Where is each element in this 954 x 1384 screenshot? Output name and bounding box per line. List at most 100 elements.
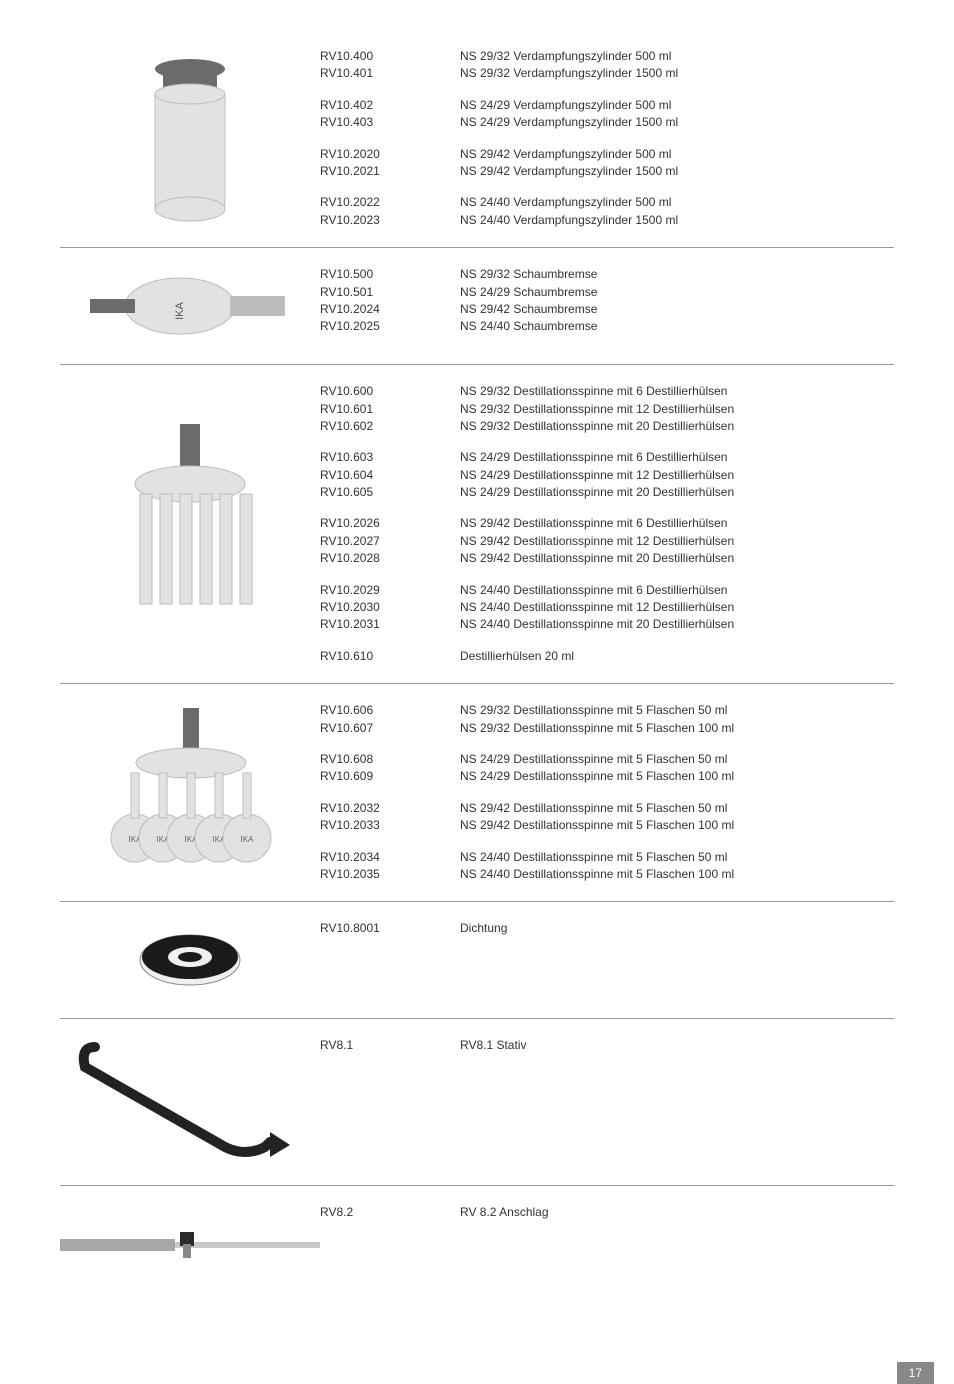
product-description: NS 24/29 Verdampfungszylinder 500 ml: [460, 97, 894, 114]
product-code: RV10.2035: [320, 866, 460, 883]
product-code: RV10.401: [320, 65, 460, 82]
product-description: NS 24/29 Schaumbremse: [460, 284, 894, 301]
product-codes-column: RV8.1: [320, 1037, 460, 1167]
product-image-cell: [60, 1037, 320, 1167]
product-descriptions-column: NS 29/32 Destillationsspinne mit 6 Desti…: [460, 383, 894, 665]
product-data-cell: RV10.8001Dichtung: [320, 920, 894, 1000]
product-data-cell: RV8.2RV 8.2 Anschlag: [320, 1204, 894, 1284]
product-description: NS 24/40 Verdampfungszylinder 500 ml: [460, 194, 894, 211]
product-description: NS 29/42 Destillationsspinne mit 5 Flasc…: [460, 817, 894, 834]
product-image-seal: [130, 925, 250, 995]
product-description: NS 24/29 Verdampfungszylinder 1500 ml: [460, 114, 894, 131]
product-row: IKAIKAIKAIKAIKA RV10.606RV10.607 RV10.608…: [60, 684, 894, 902]
svg-text:IKA: IKA: [241, 835, 255, 844]
product-description: NS 29/42 Schaumbremse: [460, 301, 894, 318]
product-description: NS 24/40 Destillationsspinne mit 5 Flasc…: [460, 866, 894, 883]
product-description: NS 29/42 Destillationsspinne mit 12 Dest…: [460, 533, 894, 550]
product-image-cell: [60, 1204, 320, 1284]
product-data-cell: RV10.600RV10.601RV10.602RV10.603RV10.604…: [320, 383, 894, 665]
product-image-cell: IKA: [60, 266, 320, 346]
product-description: NS 29/42 Destillationsspinne mit 6 Desti…: [460, 515, 894, 532]
product-description: NS 24/40 Destillationsspinne mit 6 Desti…: [460, 582, 894, 599]
product-data-cell: RV10.500RV10.501RV10.2024RV10.2025NS 29/…: [320, 266, 894, 346]
product-description: NS 24/29 Destillationsspinne mit 5 Flasc…: [460, 768, 894, 785]
product-code: RV10.2031: [320, 616, 460, 633]
product-code: RV10.2022: [320, 194, 460, 211]
product-code: RV8.2: [320, 1204, 460, 1221]
product-row: RV8.1RV8.1 Stativ: [60, 1019, 894, 1186]
product-row: RV10.600RV10.601RV10.602RV10.603RV10.604…: [60, 365, 894, 684]
product-description: NS 24/40 Schaumbremse: [460, 318, 894, 335]
product-description: NS 29/42 Verdampfungszylinder 1500 ml: [460, 163, 894, 180]
product-code: RV10.606: [320, 702, 460, 719]
product-code: RV10.2021: [320, 163, 460, 180]
product-description: NS 24/40 Destillationsspinne mit 5 Flasc…: [460, 849, 894, 866]
product-row: IKA RV10.500RV10.501RV10.2024RV10.2025NS…: [60, 248, 894, 365]
product-description: NS 24/40 Verdampfungszylinder 1500 ml: [460, 212, 894, 229]
product-descriptions-column: NS 29/32 Destillationsspinne mit 5 Flasc…: [460, 702, 894, 883]
product-code: RV10.605: [320, 484, 460, 501]
svg-text:IKA: IKA: [174, 302, 186, 320]
product-code: RV10.2024: [320, 301, 460, 318]
product-codes-column: RV10.606RV10.607 RV10.608RV10.609 RV10.203…: [320, 702, 460, 883]
product-image-stand: [75, 1037, 305, 1167]
product-code: RV10.2025: [320, 318, 460, 335]
product-description: NS 29/32 Destillationsspinne mit 5 Flasc…: [460, 720, 894, 737]
product-image-cell: IKAIKAIKAIKAIKA: [60, 702, 320, 883]
product-code: RV10.2027: [320, 533, 460, 550]
product-code: RV10.2020: [320, 146, 460, 163]
product-code: RV10.2028: [320, 550, 460, 567]
product-image-stop: [60, 1224, 320, 1264]
product-description: NS 24/40 Destillationsspinne mit 20 Dest…: [460, 616, 894, 633]
product-descriptions-column: RV 8.2 Anschlag: [460, 1204, 894, 1284]
product-code: RV8.1: [320, 1037, 460, 1054]
product-image-cell: [60, 48, 320, 229]
product-description: NS 29/32 Destillationsspinne mit 20 Dest…: [460, 418, 894, 435]
product-code: RV10.2032: [320, 800, 460, 817]
product-codes-column: RV8.2: [320, 1204, 460, 1284]
product-code: RV10.2030: [320, 599, 460, 616]
product-description: NS 29/32 Destillationsspinne mit 12 Dest…: [460, 401, 894, 418]
product-codes-column: RV10.8001: [320, 920, 460, 1000]
product-code: RV10.8001: [320, 920, 460, 937]
product-code: RV10.2033: [320, 817, 460, 834]
product-image-foam-brake: IKA: [90, 271, 290, 341]
product-image-distillation-spider-flasks: IKAIKAIKAIKAIKA: [105, 708, 275, 878]
product-description: RV 8.2 Anschlag: [460, 1204, 894, 1221]
product-code: RV10.501: [320, 284, 460, 301]
product-image-cell: [60, 920, 320, 1000]
product-code: RV10.2029: [320, 582, 460, 599]
product-code: RV10.604: [320, 467, 460, 484]
product-code: RV10.400: [320, 48, 460, 65]
product-image-cylinder: [135, 49, 245, 229]
product-code: RV10.2034: [320, 849, 460, 866]
product-code: RV10.607: [320, 720, 460, 737]
product-code: RV10.402: [320, 97, 460, 114]
product-codes-column: RV10.600RV10.601RV10.602RV10.603RV10.604…: [320, 383, 460, 665]
product-description: NS 29/42 Verdampfungszylinder 500 ml: [460, 146, 894, 163]
product-code: RV10.600: [320, 383, 460, 400]
product-codes-column: RV10.500RV10.501RV10.2024RV10.2025: [320, 266, 460, 346]
product-codes-column: RV10.400RV10.401 RV10.402RV10.403 RV10.202…: [320, 48, 460, 229]
product-description: NS 29/32 Destillationsspinne mit 5 Flasc…: [460, 702, 894, 719]
product-descriptions-column: NS 29/32 SchaumbremseNS 24/29 Schaumbrem…: [460, 266, 894, 346]
product-code: RV10.610: [320, 648, 460, 665]
product-code: RV10.609: [320, 768, 460, 785]
product-description: NS 29/32 Verdampfungszylinder 1500 ml: [460, 65, 894, 82]
product-description: NS 29/32 Schaumbremse: [460, 266, 894, 283]
product-code: RV10.403: [320, 114, 460, 131]
product-description: NS 29/32 Verdampfungszylinder 500 ml: [460, 48, 894, 65]
product-image-distillation-spider-tubes: [115, 424, 265, 624]
product-data-cell: RV10.606RV10.607 RV10.608RV10.609 RV10.203…: [320, 702, 894, 883]
product-code: RV10.500: [320, 266, 460, 283]
product-description: NS 29/32 Destillationsspinne mit 6 Desti…: [460, 383, 894, 400]
product-code: RV10.608: [320, 751, 460, 768]
product-row: RV8.2RV 8.2 Anschlag: [60, 1186, 894, 1302]
product-description: NS 24/29 Destillationsspinne mit 12 Dest…: [460, 467, 894, 484]
product-code: RV10.2023: [320, 212, 460, 229]
product-image-cell: [60, 383, 320, 665]
product-description: Dichtung: [460, 920, 894, 937]
product-data-cell: RV10.400RV10.401 RV10.402RV10.403 RV10.202…: [320, 48, 894, 229]
product-description: NS 24/29 Destillationsspinne mit 5 Flasc…: [460, 751, 894, 768]
product-descriptions-column: RV8.1 Stativ: [460, 1037, 894, 1167]
